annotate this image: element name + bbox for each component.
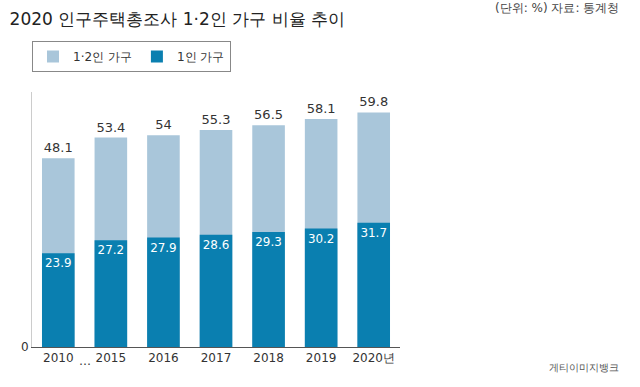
svg-text:0: 0 (21, 340, 29, 354)
svg-text:28.6: 28.6 (203, 238, 230, 252)
svg-text:59.8: 59.8 (359, 94, 388, 109)
svg-text:48.1: 48.1 (44, 140, 73, 155)
svg-text:2020 인구주택총조사 1·2인 가구 비율 추이: 2020 인구주택총조사 1·2인 가구 비율 추이 (10, 9, 345, 29)
svg-text:27.2: 27.2 (98, 243, 125, 257)
svg-text:30.2: 30.2 (308, 232, 335, 246)
svg-text:55.3: 55.3 (202, 112, 231, 127)
svg-text:54: 54 (155, 117, 172, 132)
svg-text:56.5: 56.5 (254, 107, 283, 122)
svg-text:31.7: 31.7 (360, 226, 387, 240)
svg-text:2016: 2016 (148, 351, 179, 365)
svg-text:23.9: 23.9 (45, 256, 72, 270)
svg-text:2020년: 2020년 (352, 351, 395, 365)
svg-text:…: … (79, 354, 91, 368)
svg-text:27.9: 27.9 (150, 241, 177, 255)
svg-text:2018: 2018 (253, 351, 284, 365)
svg-text:1인 가구: 1인 가구 (177, 50, 224, 64)
svg-text:(단위: %) 자료: 통계청: (단위: %) 자료: 통계청 (495, 1, 619, 15)
svg-text:1·2인 가구: 1·2인 가구 (73, 50, 132, 64)
svg-text:53.4: 53.4 (96, 120, 125, 135)
svg-text:2017: 2017 (201, 351, 232, 365)
svg-text:29.3: 29.3 (255, 235, 282, 249)
svg-text:게티이미지뱅크: 게티이미지뱅크 (549, 362, 619, 373)
svg-text:2010: 2010 (43, 351, 74, 365)
svg-text:2019: 2019 (306, 351, 337, 365)
svg-text:2015: 2015 (96, 351, 127, 365)
svg-text:58.1: 58.1 (307, 101, 336, 116)
